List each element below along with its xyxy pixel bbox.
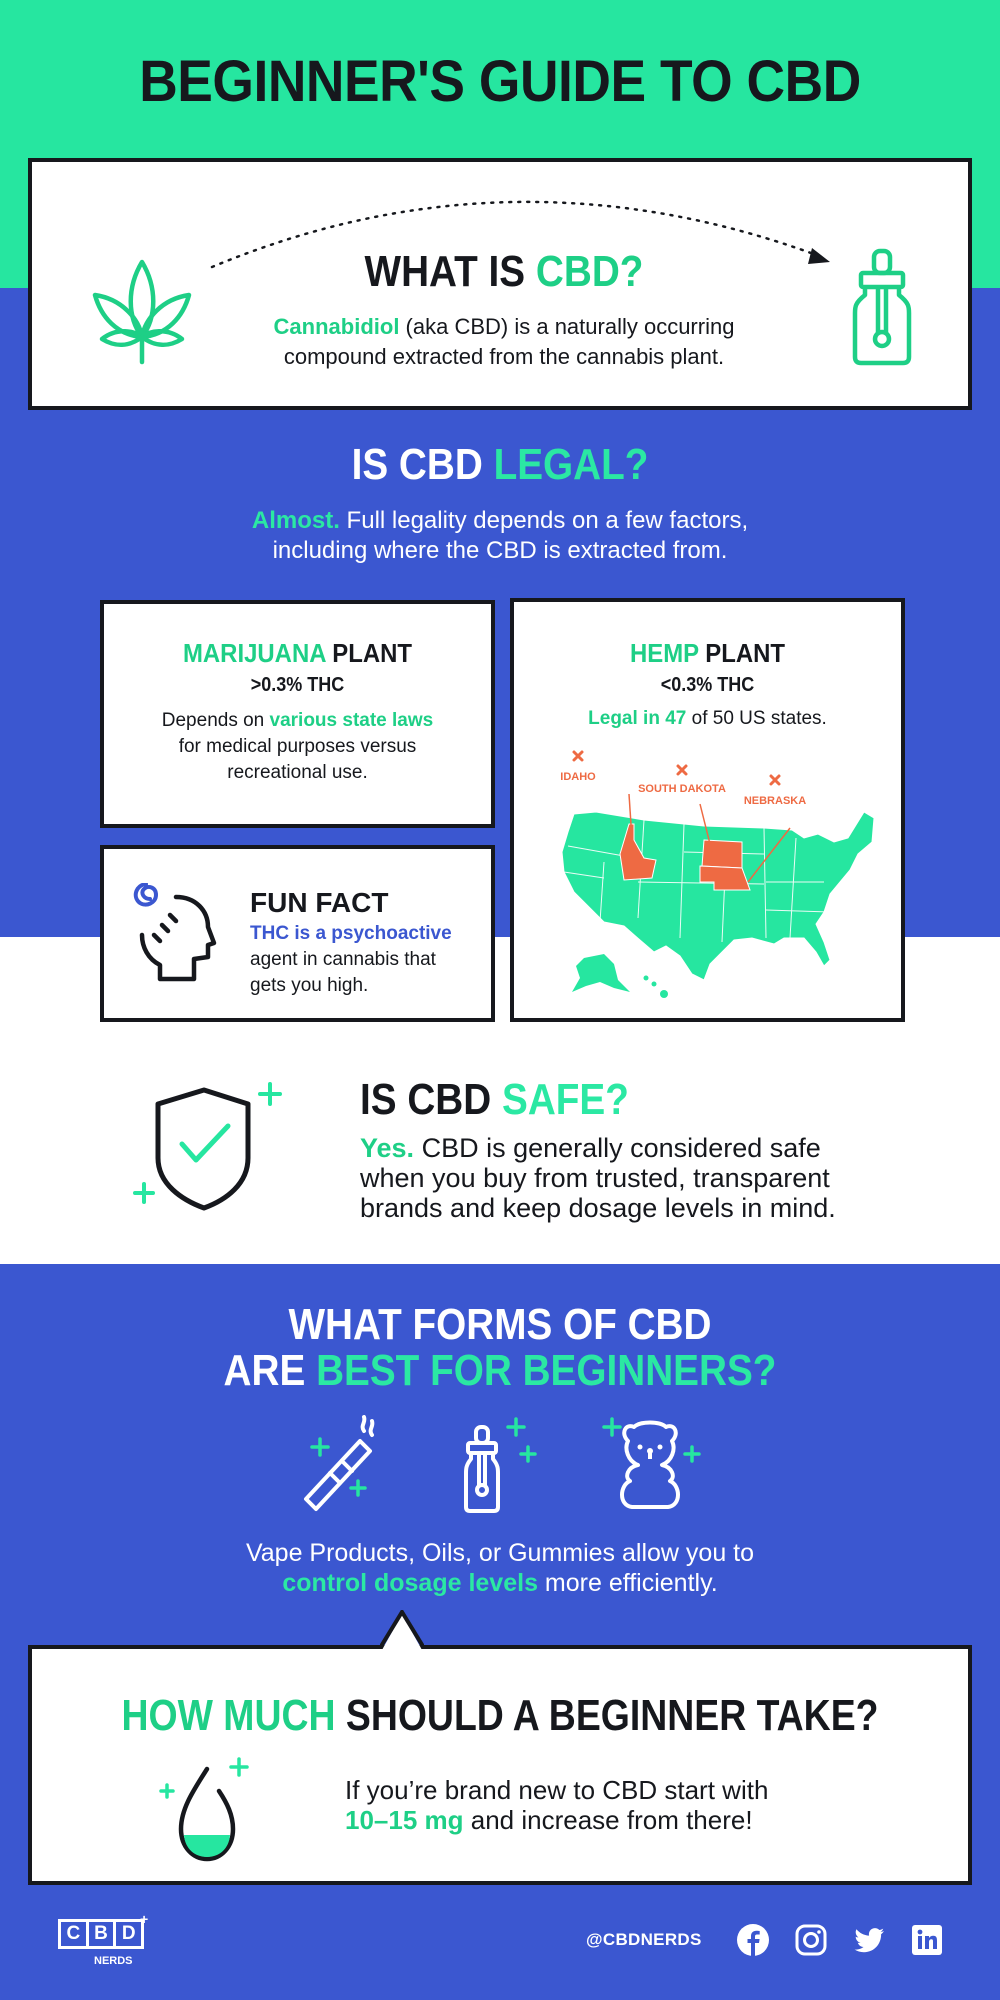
fun-fact-card: FUN FACT THC is a psychoactive agent in …	[100, 845, 495, 1022]
cannabis-leaf-icon	[92, 259, 192, 365]
cbd-nerds-logo: C B D + NERDS	[58, 1911, 148, 1967]
droplet-icon	[159, 1757, 249, 1862]
us-map: IDAHO SOUTH DAKOTA NEBRASKA	[560, 750, 875, 998]
logo-box: C B D	[58, 1919, 144, 1949]
map-label-south-dakota: SOUTH DAKOTA	[638, 783, 726, 795]
legal-heading: IS CBD LEGAL?	[351, 440, 649, 489]
forms-description: Vape Products, Oils, or Gummies allow yo…	[245, 1539, 755, 1597]
instagram-icon[interactable]	[795, 1924, 827, 1956]
facebook-icon[interactable]	[737, 1924, 769, 1956]
how-much-heading: HOW MUCH SHOULD A BEGINNER TAKE?	[121, 1691, 879, 1740]
shield-check-icon	[133, 1082, 282, 1211]
vape-pen-icon	[304, 1415, 375, 1511]
safe-description: Yes. CBD is generally considered safe wh…	[360, 1133, 836, 1223]
hemp-thc: <0.3% THC	[660, 674, 755, 696]
how-much-card: HOW MUCH SHOULD A BEGINNER TAKE? If you’…	[28, 1645, 972, 1885]
hemp-legal-text: Legal in 47 of 50 US states.	[588, 708, 827, 729]
logo-subtitle: NERDS	[94, 1955, 133, 1967]
gummy-bear-icon	[602, 1417, 701, 1509]
twitter-icon[interactable]	[853, 1924, 885, 1956]
map-label-idaho: IDAHO	[560, 771, 596, 783]
how-much-description: If you’re brand new to CBD start with 10…	[345, 1775, 769, 1835]
marijuana-description: Depends on various state laws for medica…	[161, 710, 434, 783]
marijuana-plant-card: MARIJUANA PLANT >0.3% THC Depends on var…	[100, 600, 495, 828]
linkedin-icon[interactable]	[911, 1924, 943, 1956]
fun-fact-heading: FUN FACT	[250, 887, 389, 918]
dotted-arrow-icon	[210, 200, 830, 269]
what-is-cbd-description: Cannabidiol (aka CBD) is a naturally occ…	[273, 314, 735, 369]
oil-dropper-icon	[464, 1417, 537, 1513]
what-is-cbd-heading: WHAT IS CBD?	[364, 247, 644, 296]
page-title: BEGINNER'S GUIDE TO CBD	[139, 49, 861, 114]
what-is-cbd-card: WHAT IS CBD? Cannabidiol (aka CBD) is a …	[28, 158, 972, 410]
marijuana-heading: MARIJUANA PLANT	[182, 638, 413, 668]
fun-fact-text: THC is a psychoactive agent in cannabis …	[250, 923, 452, 996]
safe-heading: IS CBD SAFE?	[360, 1075, 629, 1124]
social-handle[interactable]: @CBDNERDS	[586, 1930, 702, 1949]
hemp-heading: HEMP PLANT	[629, 638, 786, 668]
head-spiral-icon	[133, 883, 217, 982]
dropper-bottle-icon	[852, 248, 912, 366]
logo-plus-icon: +	[140, 1911, 149, 1927]
hemp-plant-card: HEMP PLANT <0.3% THC Legal in 47 of 50 U…	[510, 598, 905, 1022]
legal-description: Almost. Full legality depends on a few f…	[251, 507, 749, 564]
speech-bubble-pointer	[380, 1610, 424, 1650]
marijuana-thc: >0.3% THC	[250, 674, 345, 696]
forms-heading: WHAT FORMS OF CBD ARE BEST FOR BEGINNERS…	[223, 1300, 777, 1395]
map-label-nebraska: NEBRASKA	[744, 795, 806, 807]
